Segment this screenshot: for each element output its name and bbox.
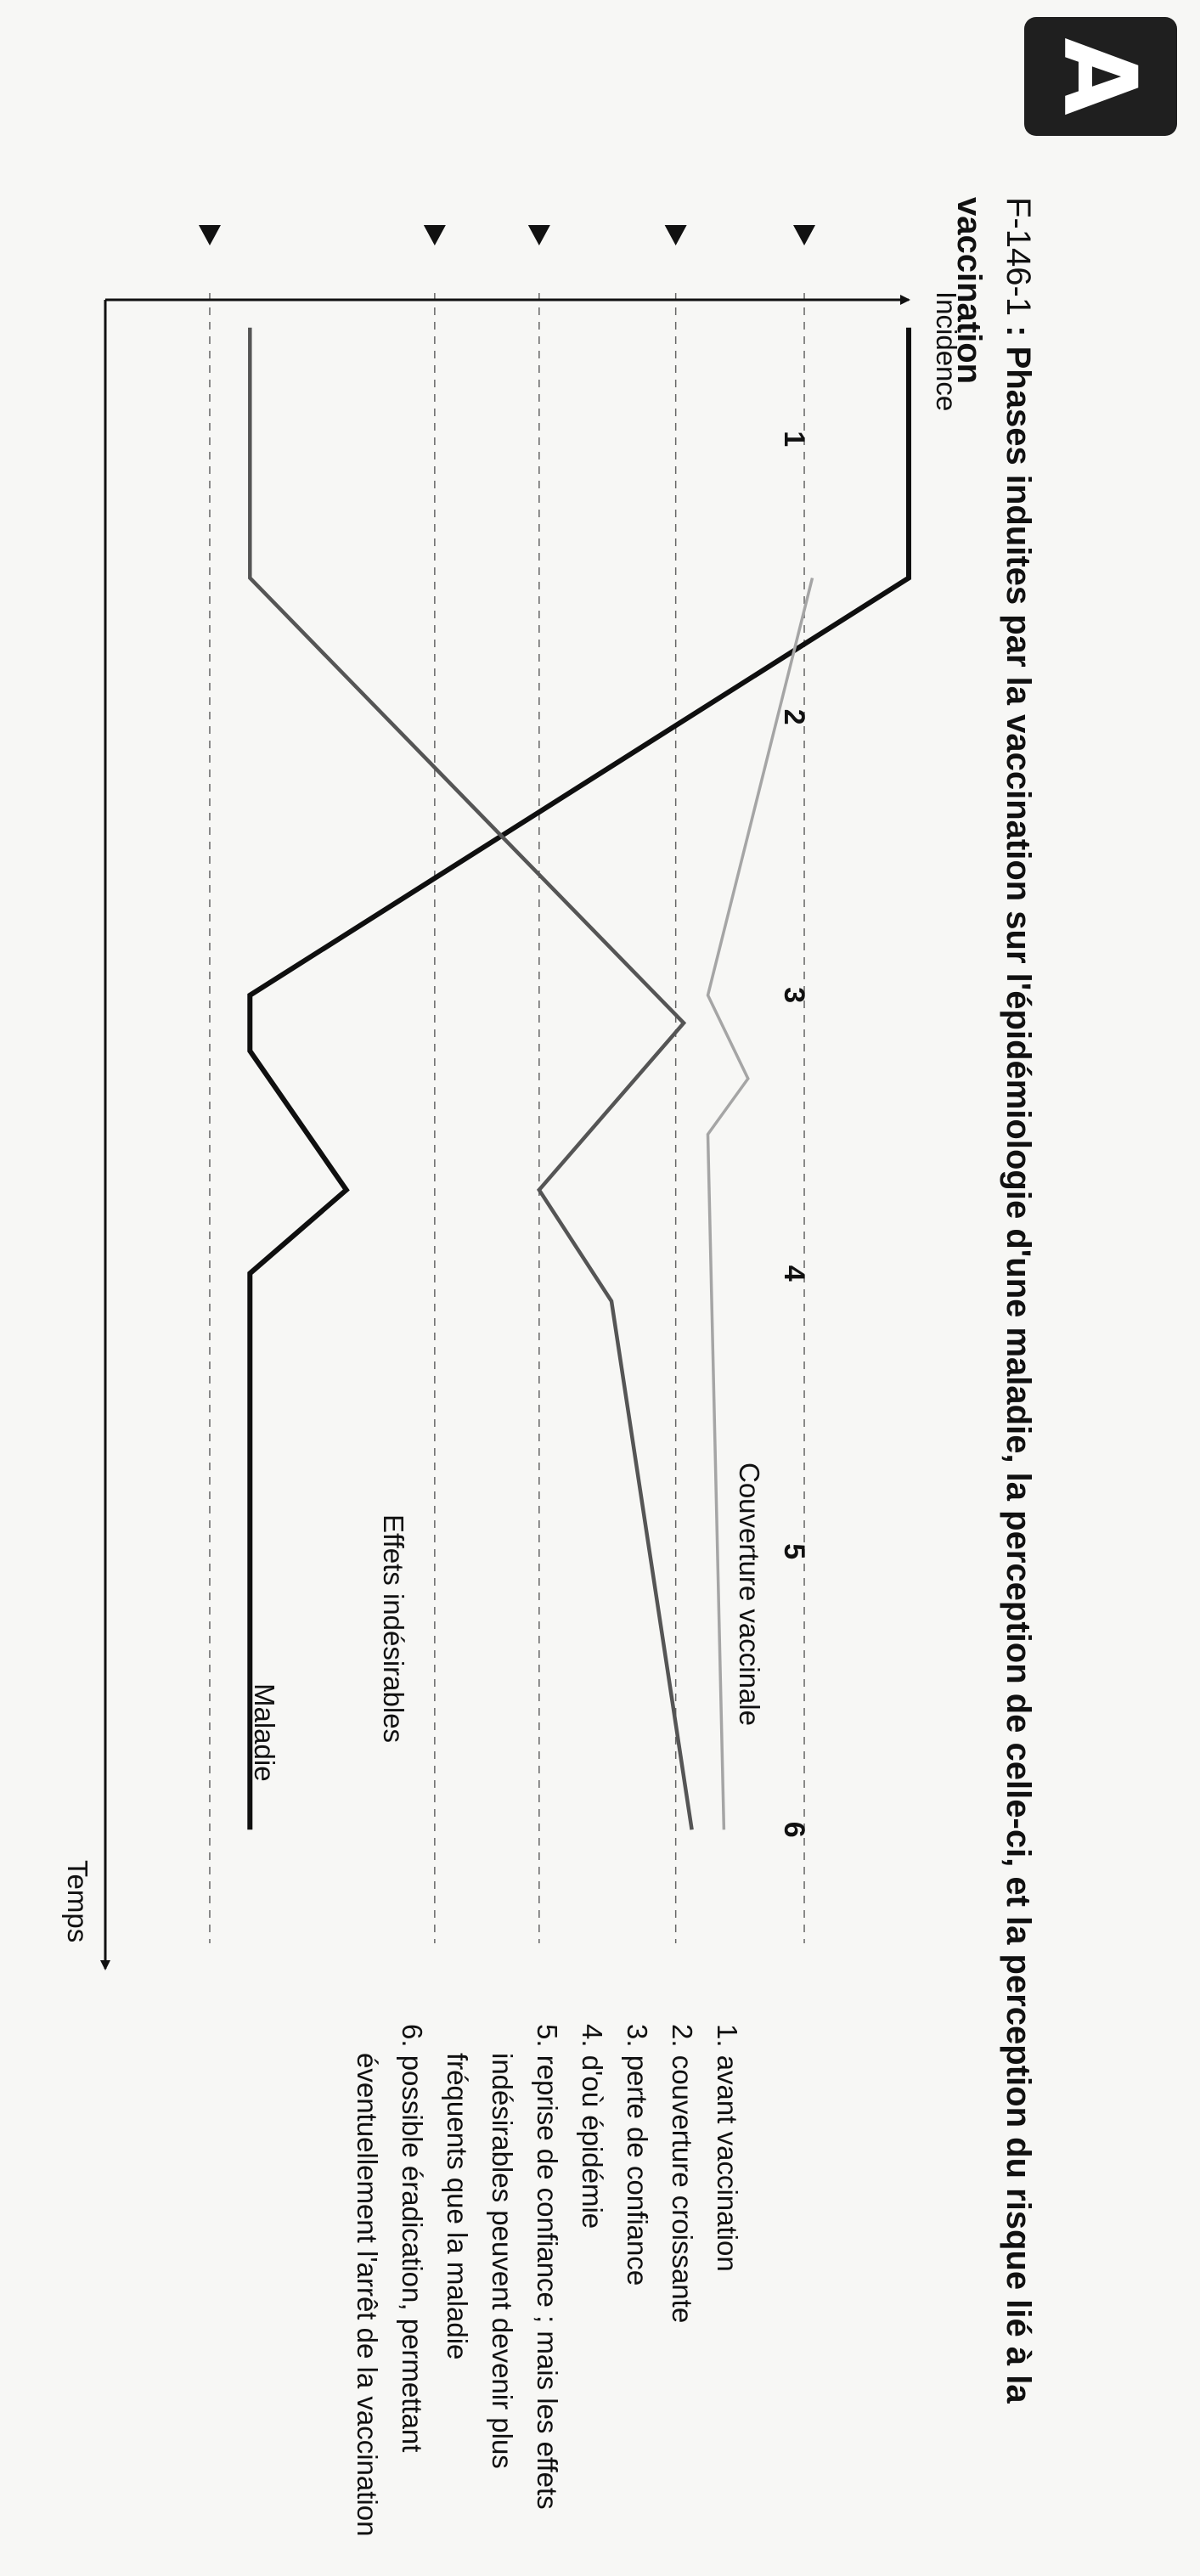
grid-marker-triangle: [198, 225, 221, 245]
series-line: [248, 327, 694, 1830]
x-tick-label: 6: [778, 1822, 810, 1838]
legend-item: 2. couverture croissante: [667, 2024, 698, 2324]
legend-item: 1. avant vaccination: [712, 2024, 743, 2272]
x-tick-label: 1: [778, 431, 810, 447]
series-label-couverture: Couverture vaccinale: [734, 1463, 765, 1726]
y-axis-label: Incidence: [931, 291, 962, 411]
legend-item: 5. reprise de confiance ; mais les effet…: [442, 2024, 563, 2510]
grid-marker-triangle: [664, 225, 687, 245]
series-group: [247, 327, 911, 1830]
legend-item: 3. perte de confiance: [622, 2024, 653, 2286]
x-tick-label: 5: [778, 1543, 810, 1559]
series-line: [247, 327, 911, 1830]
x-tick-labels: 1 2 3 4 5 6: [778, 431, 810, 1837]
x-axis-label: Temps: [62, 1860, 93, 1942]
grid-marker-triangle: [423, 225, 446, 245]
legend-item: 6. possible éradication, permettant éven…: [352, 2024, 428, 2537]
grid-marker-triangle: [527, 225, 550, 245]
phase-legend: 1. avant vaccination 2. couverture crois…: [345, 2024, 750, 2576]
series-line: [706, 578, 814, 1830]
x-tick-label: 2: [778, 709, 810, 725]
x-tick-label: 3: [778, 987, 810, 1003]
series-label-maladie: Maladie: [249, 1683, 280, 1782]
x-tick-label: 4: [778, 1265, 810, 1282]
grid: [198, 225, 816, 1943]
series-label-effets: Effets indésirables: [378, 1514, 409, 1743]
legend-item: 4. d'où épidémie: [577, 2024, 608, 2229]
chapter-badge: A: [1024, 17, 1177, 136]
grid-marker-triangle: [793, 225, 816, 245]
